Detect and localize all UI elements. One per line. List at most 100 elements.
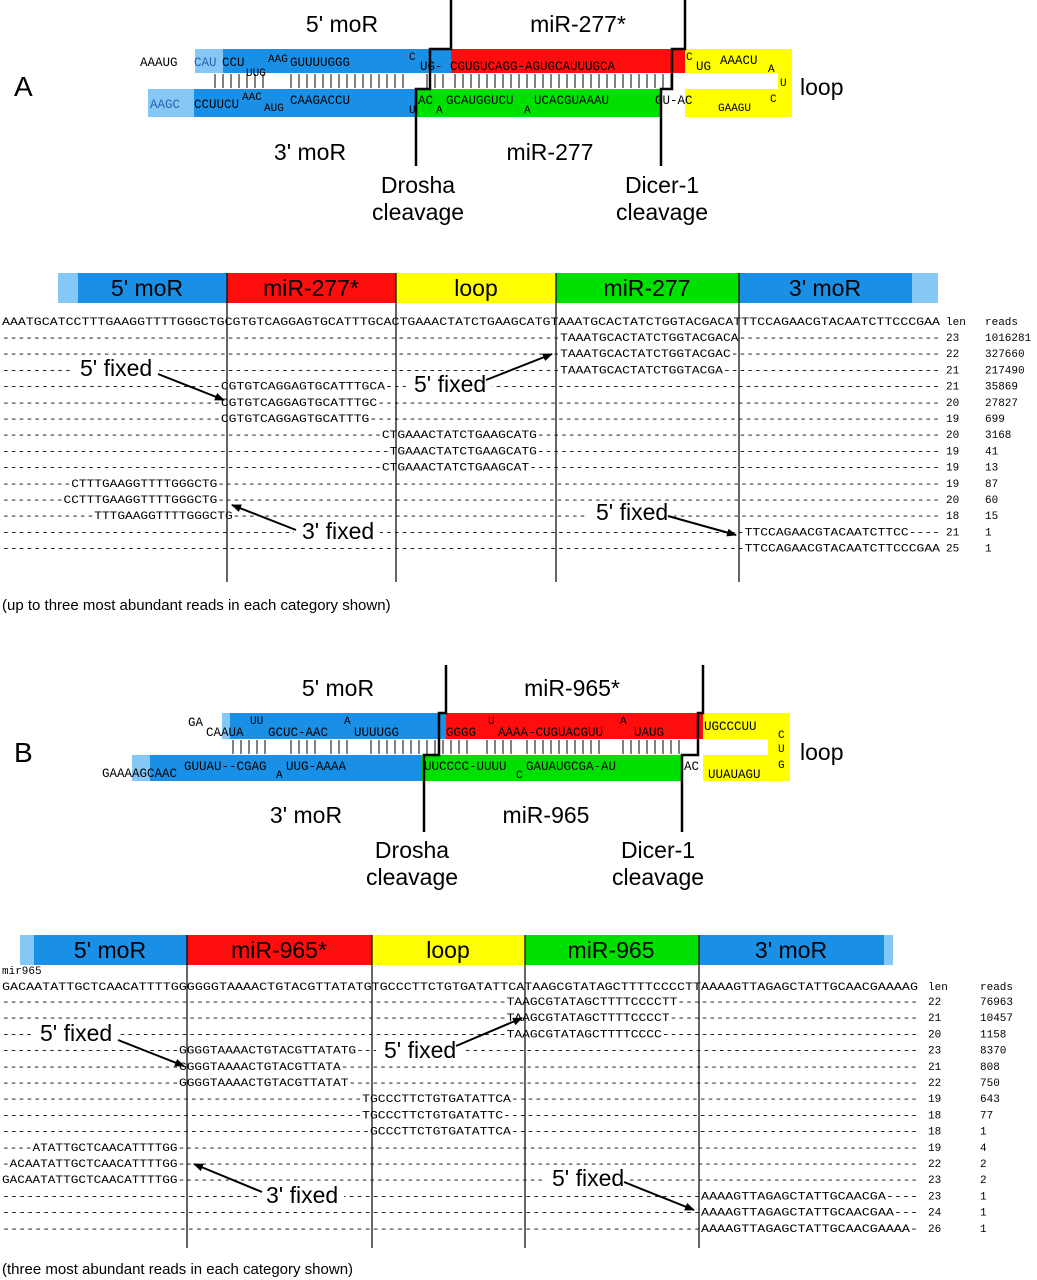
hairpin-a-bottom-seg-4: U bbox=[409, 105, 416, 117]
alignment-b-header-reads: reads bbox=[980, 982, 1013, 994]
callout-b-2: 3' fixed bbox=[266, 1182, 338, 1208]
read-row-len: 21 bbox=[946, 382, 960, 394]
hairpin-a-label-5p-mor: 5' moR bbox=[306, 11, 378, 37]
hairpin-a-bottom-seg-0: CCUUCU bbox=[194, 98, 239, 112]
hairpin-a-bottom-seg-5: AC bbox=[418, 94, 433, 108]
read-row-seq: ----------------------------------------… bbox=[2, 1110, 918, 1122]
callout-a-3-arrow bbox=[667, 515, 737, 537]
read-row-len: 23 bbox=[928, 1191, 941, 1203]
hairpin-b-drosha-label-2: cleavage bbox=[366, 864, 458, 890]
read-row-count: 327660 bbox=[985, 349, 1025, 361]
callout-a-0-arrow bbox=[157, 373, 225, 401]
panel-b-letter: B bbox=[14, 737, 33, 768]
hairpin-b-top-seg-2: GCUC-AAC bbox=[268, 726, 328, 740]
hairpin-b-label-star: miR-965* bbox=[524, 675, 620, 701]
read-row-len: 23 bbox=[928, 1046, 941, 1058]
hairpin-b-top-seg-3: A bbox=[344, 716, 351, 728]
read-row-seq: ----------------------------------------… bbox=[2, 1029, 918, 1041]
alignment-a-header-reads: reads bbox=[985, 317, 1018, 329]
hairpin-b-label-mature: miR-965 bbox=[503, 802, 590, 828]
read-row-len: 22 bbox=[928, 1159, 941, 1171]
read-row-count: 35869 bbox=[985, 382, 1018, 394]
hairpin-b-bottom-seg-6: AC bbox=[684, 760, 699, 774]
read-row-seq: ----------------------------------------… bbox=[2, 430, 940, 442]
read-row-seq: -----------------------GGGGTAAAACTGTACGT… bbox=[2, 1062, 918, 1074]
read-row-count: 1 bbox=[980, 1191, 987, 1203]
hairpin-a-drosha-label-2: cleavage bbox=[372, 199, 464, 225]
read-row-count: 699 bbox=[985, 414, 1005, 426]
hairpin-a-loop-right-1: C bbox=[770, 94, 777, 106]
hairpin-a-bottom-seg-10: GU-AC bbox=[655, 94, 693, 108]
hairpin-a-bottom-flank: AAGC bbox=[150, 98, 180, 112]
read-row-count: 87 bbox=[985, 479, 998, 491]
alignment-a-reference: AAATGCATCCTTTGAAGGTTTTGGGCTGCGTGTCAGGAGT… bbox=[2, 317, 940, 329]
panel-a-alignment: AAATGCATCCTTTGAAGGTTTTGGGCTGCGTGTCAGGAGT… bbox=[2, 317, 1032, 556]
alignment-b-header-len: len bbox=[928, 982, 948, 994]
hairpin-a-top-flank: CAU bbox=[194, 56, 217, 70]
callout-b-2-bg bbox=[258, 1184, 344, 1208]
hairpin-b-bottom-mature bbox=[422, 755, 682, 781]
read-row-len: 21 bbox=[928, 1013, 942, 1025]
bar-b-flank-left bbox=[20, 935, 34, 965]
hairpin-a-top-seg-10: A bbox=[768, 64, 775, 76]
hairpin-a-dicer-line bbox=[659, 0, 687, 166]
read-row-seq: ----------------------------------------… bbox=[2, 1094, 918, 1106]
hairpin-a-bottom-seg-2: AUG bbox=[264, 103, 284, 115]
callout-a-3-bg bbox=[588, 502, 674, 526]
bar-b-label-star: miR-965* bbox=[231, 937, 327, 963]
callout-a-0: 5' fixed bbox=[80, 355, 152, 381]
hairpin-a-top-seg-8: UG bbox=[696, 60, 711, 74]
bar-b-label-5p-mor: 5' moR bbox=[74, 937, 146, 963]
panel-b-hairpin: GA CAAUA UU GCUC-AAC A UUUUGG GGGG U AAA… bbox=[102, 665, 790, 832]
callout-b-0-arrow bbox=[117, 1039, 185, 1067]
bar-b-label-mature: miR-965 bbox=[568, 937, 655, 963]
callout-a-1-bg bbox=[406, 372, 492, 396]
hairpin-a-top-seg-3: GUUUUGGG bbox=[290, 56, 350, 70]
bar-a-loop bbox=[396, 273, 556, 303]
panel-a: A AAAUG CAU CCU UUG AAG GUUUUGGG C UG- C… bbox=[2, 0, 1032, 614]
hairpin-a-top-seg-2: AAG bbox=[268, 54, 288, 66]
read-row-seq: ----------------------------------------… bbox=[2, 1127, 918, 1139]
read-row-seq: ----------------------------------------… bbox=[2, 1208, 918, 1220]
panel-b-segment-bar: 5' moR miR-965* loop miR-965 3' moR bbox=[20, 935, 893, 965]
hairpin-b-bottom-seg-7: UUAUAGU bbox=[708, 768, 761, 782]
callout-b-2-arrow bbox=[193, 1163, 263, 1193]
hairpin-b-loop-gap bbox=[703, 739, 768, 755]
read-row-len: 22 bbox=[928, 1078, 941, 1090]
hairpin-a-top-star bbox=[451, 49, 685, 73]
hairpin-a-top-unpaired: AAAUG bbox=[140, 56, 178, 70]
hairpin-a-drosha-line bbox=[414, 0, 453, 166]
bar-a-label-star: miR-277* bbox=[263, 275, 359, 301]
bar-a-label-5p-mor: 5' moR bbox=[111, 275, 183, 301]
callout-b-3-arrow bbox=[623, 1181, 695, 1211]
hairpin-b-top-seg-11: C bbox=[778, 730, 785, 742]
read-row-len: 22 bbox=[946, 349, 959, 361]
read-row-count: 1 bbox=[980, 1127, 987, 1139]
hairpin-a-drosha-label-1: Drosha bbox=[381, 172, 455, 198]
read-row-seq: ----------------------------------------… bbox=[2, 527, 940, 539]
read-row-len: 21 bbox=[928, 1062, 942, 1074]
hairpin-b-dicer-line bbox=[680, 665, 705, 832]
callout-a-1-arrow bbox=[485, 353, 553, 381]
hairpin-b-label-3p-mor: 3' moR bbox=[270, 802, 342, 828]
read-row-len: 20 bbox=[946, 495, 959, 507]
hairpin-b-drosha-label-1: Drosha bbox=[375, 837, 449, 863]
panel-a-column-dividers bbox=[226, 273, 740, 582]
bar-a-flank-right bbox=[912, 273, 938, 303]
bar-b-star bbox=[187, 935, 372, 965]
callout-b-0: 5' fixed bbox=[40, 1020, 112, 1046]
bar-a-3p-mor bbox=[739, 273, 912, 303]
callout-b-1-arrow bbox=[455, 1017, 523, 1047]
hairpin-a-label-3p-mor: 3' moR bbox=[274, 139, 346, 165]
read-row-seq: ----------------------------------------… bbox=[2, 349, 940, 361]
read-row-seq: ----------------------------------------… bbox=[2, 463, 940, 475]
hairpin-a-bottom-seg-11: GAAGU bbox=[718, 103, 751, 115]
read-row-count: 41 bbox=[985, 446, 999, 458]
panel-b-alignment: mir965 GACAATATTGCTCAACATTTTGGGGGGTAAAAC… bbox=[2, 966, 1013, 1236]
hairpin-a-bottom-seg-8: A bbox=[524, 105, 531, 117]
panel-a-caption: (up to three most abundant reads in each… bbox=[2, 597, 391, 614]
hairpin-a-bottom-seg-3: CAAGACCU bbox=[290, 94, 350, 108]
bar-a-5p-mor bbox=[78, 273, 227, 303]
read-row-count: 1 bbox=[980, 1224, 987, 1236]
